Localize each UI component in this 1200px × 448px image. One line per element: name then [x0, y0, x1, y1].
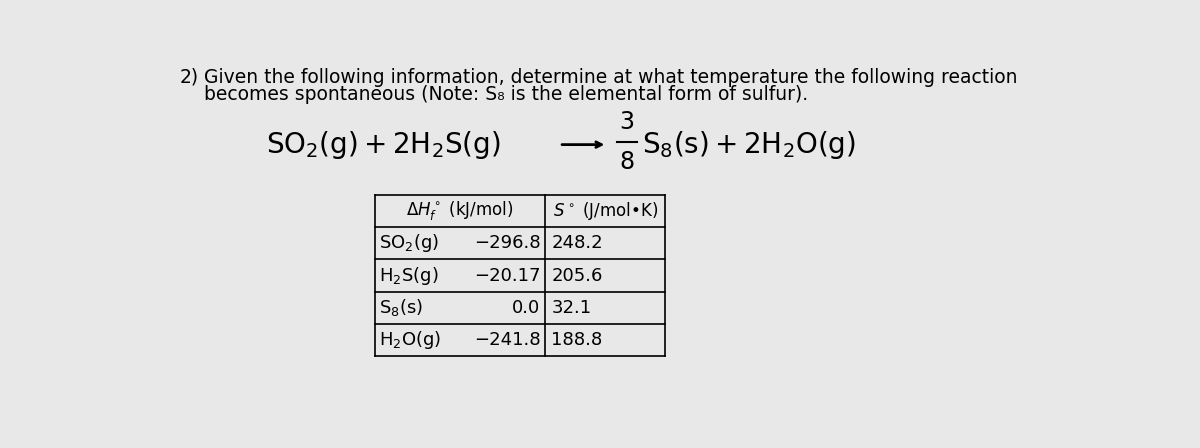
Text: $\mathsf{S_8(s) + 2H_2O(g)}$: $\mathsf{S_8(s) + 2H_2O(g)}$ — [642, 129, 856, 161]
Text: −296.8: −296.8 — [474, 234, 541, 252]
Text: 32.1: 32.1 — [552, 299, 592, 317]
Text: $\mathsf{S_8(s)}$: $\mathsf{S_8(s)}$ — [379, 297, 424, 319]
Text: $\mathsf{3}$: $\mathsf{3}$ — [619, 110, 634, 134]
Text: 0.0: 0.0 — [512, 299, 541, 317]
Text: $\mathsf{8}$: $\mathsf{8}$ — [619, 150, 635, 174]
Text: $\mathsf{H_2O(g)}$: $\mathsf{H_2O(g)}$ — [379, 329, 442, 351]
Text: Given the following information, determine at what temperature the following rea: Given the following information, determi… — [204, 68, 1018, 86]
Text: −20.17: −20.17 — [474, 267, 541, 284]
Text: 2): 2) — [180, 68, 198, 86]
Text: $\mathsf{SO_2(g)}$: $\mathsf{SO_2(g)}$ — [379, 232, 439, 254]
Text: $\mathsf{H_2S(g)}$: $\mathsf{H_2S(g)}$ — [379, 264, 439, 287]
Text: $S^\circ$ (J/mol•K): $S^\circ$ (J/mol•K) — [553, 200, 658, 222]
Text: becomes spontaneous (Note: S₈ is the elemental form of sulfur).: becomes spontaneous (Note: S₈ is the ele… — [204, 85, 809, 104]
Text: 205.6: 205.6 — [552, 267, 602, 284]
Text: 188.8: 188.8 — [552, 331, 602, 349]
Text: 248.2: 248.2 — [552, 234, 604, 252]
Text: $\mathsf{SO_2(g) + 2H_2S(g)}$: $\mathsf{SO_2(g) + 2H_2S(g)}$ — [266, 129, 500, 161]
Text: −241.8: −241.8 — [474, 331, 541, 349]
Text: $\Delta H_f^\circ$ (kJ/mol): $\Delta H_f^\circ$ (kJ/mol) — [407, 199, 514, 222]
